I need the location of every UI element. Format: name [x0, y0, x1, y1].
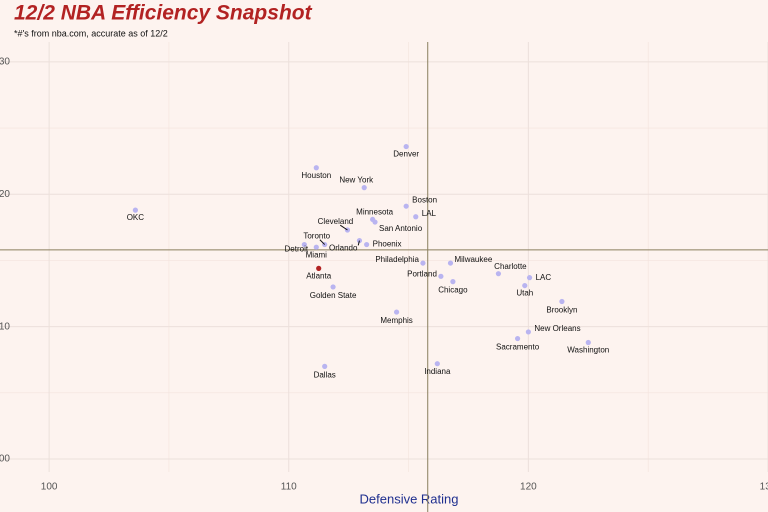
point-label: New York — [339, 176, 374, 185]
point-label: Toronto — [303, 232, 330, 241]
point — [447, 260, 454, 266]
point — [361, 185, 367, 191]
point-label: Philadelphia — [375, 255, 419, 264]
point — [313, 165, 319, 171]
label-leader — [319, 239, 326, 245]
y-tick-label: 120 — [0, 189, 10, 200]
point-label: Orlando — [329, 244, 358, 253]
point-label: Denver — [393, 150, 419, 159]
point-label: Brooklyn — [546, 306, 577, 315]
point-label: Golden State — [310, 291, 357, 300]
point — [393, 309, 400, 315]
point — [438, 273, 444, 279]
point — [372, 219, 378, 225]
point — [585, 339, 591, 346]
point — [403, 203, 409, 209]
point — [525, 329, 531, 335]
point-label: Detroit — [285, 245, 309, 254]
point — [403, 143, 409, 150]
point-label: Sacramento — [496, 343, 540, 352]
point — [313, 244, 319, 250]
point — [132, 207, 138, 213]
point-label: Minnesota — [356, 208, 393, 217]
point-label: Cleveland — [318, 217, 354, 226]
point-label: Houston — [301, 171, 331, 180]
point — [316, 265, 322, 271]
point-label: Memphis — [380, 316, 412, 325]
point — [413, 214, 419, 220]
point — [434, 361, 440, 367]
point — [514, 335, 521, 342]
point-label: Atlanta — [306, 271, 331, 280]
point-label: OKC — [127, 213, 145, 222]
point-label: Chicago — [438, 286, 468, 295]
y-tick-label: 100 — [0, 454, 10, 465]
point — [559, 298, 565, 305]
label-leader — [339, 224, 348, 231]
point-label: Washington — [567, 346, 609, 355]
point-label: Boston — [412, 195, 437, 204]
x-tick-label: 120 — [520, 482, 537, 493]
x-tick-label: 100 — [41, 482, 58, 493]
point-label: Dallas — [314, 370, 336, 379]
x-tick-label: 130 — [760, 482, 768, 493]
point-label: San Antonio — [379, 224, 423, 233]
point — [330, 284, 336, 290]
point-label: Milwaukee — [454, 255, 492, 264]
point — [301, 241, 307, 248]
point-label: New Orleans — [534, 324, 580, 333]
point — [522, 282, 528, 289]
point-label: Charlotte — [494, 262, 527, 271]
point — [450, 279, 456, 285]
chart-subtitle: *#'s from nba.com, accurate as of 12/2 — [14, 28, 168, 38]
x-tick-label: 110 — [281, 482, 297, 493]
point-label: LAC — [536, 273, 552, 282]
point — [420, 260, 426, 266]
point-label: Portland — [407, 269, 437, 278]
point — [495, 271, 502, 277]
point — [364, 241, 370, 248]
chart-title: 12/2 NBA Efficiency Snapshot — [14, 2, 313, 25]
point-label: Miami — [306, 250, 328, 259]
point-label: Phoenix — [373, 240, 402, 249]
point-label: LAL — [422, 209, 437, 218]
point — [322, 363, 328, 369]
point — [526, 275, 533, 281]
y-tick-label: 110 — [0, 321, 10, 332]
x-axis-label: Defensive Rating — [360, 491, 459, 506]
point-label: Indiana — [424, 367, 451, 376]
y-tick-label: 130 — [0, 56, 10, 67]
point-label: Utah — [516, 289, 533, 298]
label-leader — [357, 240, 360, 246]
